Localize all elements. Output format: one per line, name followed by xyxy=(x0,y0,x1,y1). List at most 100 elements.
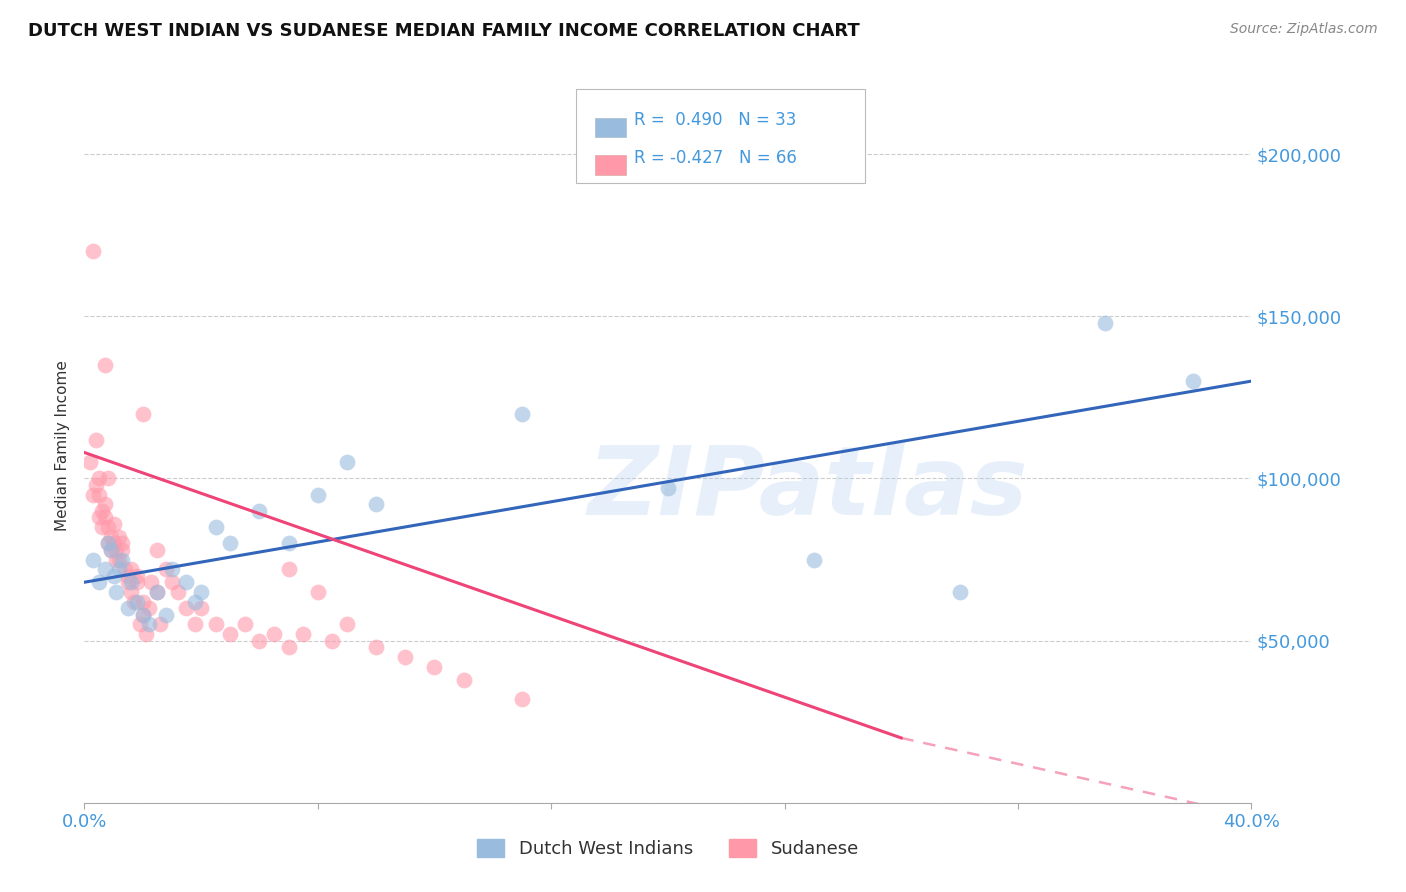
Point xyxy=(125,595,148,609)
Point xyxy=(146,585,169,599)
Point xyxy=(82,488,104,502)
Point xyxy=(394,649,416,664)
Point xyxy=(100,542,122,557)
Point xyxy=(105,585,128,599)
Point xyxy=(111,536,134,550)
Point xyxy=(366,640,388,654)
Point xyxy=(132,595,155,609)
Point xyxy=(657,481,679,495)
Text: ZIPatlas: ZIPatlas xyxy=(588,442,1028,535)
Point xyxy=(128,617,150,632)
Point xyxy=(103,536,125,550)
Point xyxy=(79,455,101,469)
Point xyxy=(249,504,271,518)
Point xyxy=(277,562,299,576)
Point xyxy=(184,595,207,609)
Text: R = -0.427   N = 66: R = -0.427 N = 66 xyxy=(634,149,797,167)
Point xyxy=(97,471,120,485)
Point xyxy=(160,575,183,590)
Y-axis label: Median Family Income: Median Family Income xyxy=(55,360,70,532)
Point xyxy=(122,595,145,609)
Point xyxy=(114,562,136,576)
Point xyxy=(111,542,134,557)
Point xyxy=(249,633,271,648)
Point xyxy=(949,585,972,599)
Point xyxy=(219,627,242,641)
Point xyxy=(155,607,177,622)
Point xyxy=(176,575,198,590)
Point xyxy=(94,497,117,511)
Point xyxy=(125,575,148,590)
Point xyxy=(263,627,285,641)
Point xyxy=(176,601,198,615)
Point xyxy=(1182,374,1205,388)
Point xyxy=(803,552,825,566)
Point xyxy=(277,536,299,550)
Point xyxy=(166,585,188,599)
Point xyxy=(138,617,160,632)
Point xyxy=(87,471,110,485)
Point xyxy=(105,542,128,557)
Point xyxy=(111,552,134,566)
Point xyxy=(84,478,107,492)
Point xyxy=(120,585,142,599)
Point xyxy=(510,407,533,421)
Point xyxy=(105,552,128,566)
Point xyxy=(233,617,256,632)
Point xyxy=(155,562,177,576)
Point xyxy=(82,244,104,259)
Point xyxy=(336,617,359,632)
Point xyxy=(87,488,110,502)
Point xyxy=(132,607,155,622)
Point xyxy=(510,692,533,706)
Point xyxy=(117,568,139,582)
Point xyxy=(117,601,139,615)
Point xyxy=(132,407,155,421)
Point xyxy=(184,617,207,632)
Point xyxy=(219,536,242,550)
Point xyxy=(132,607,155,622)
Text: DUTCH WEST INDIAN VS SUDANESE MEDIAN FAMILY INCOME CORRELATION CHART: DUTCH WEST INDIAN VS SUDANESE MEDIAN FAM… xyxy=(28,22,860,40)
Point xyxy=(336,455,359,469)
Point xyxy=(146,542,169,557)
Point xyxy=(307,488,329,502)
Point xyxy=(453,673,475,687)
Point xyxy=(190,601,212,615)
Point xyxy=(366,497,388,511)
Legend: Dutch West Indians, Sudanese: Dutch West Indians, Sudanese xyxy=(470,831,866,865)
Point xyxy=(125,568,148,582)
Point xyxy=(141,575,163,590)
Point xyxy=(108,552,131,566)
Point xyxy=(103,516,125,531)
Point xyxy=(160,562,183,576)
Point xyxy=(90,520,112,534)
Point xyxy=(97,536,120,550)
Point xyxy=(321,633,343,648)
Point xyxy=(94,358,117,372)
Point xyxy=(120,575,142,590)
Point xyxy=(97,536,120,550)
Point xyxy=(100,530,122,544)
Point xyxy=(135,627,157,641)
Point xyxy=(94,562,117,576)
Point xyxy=(204,617,226,632)
Point xyxy=(90,504,112,518)
Point xyxy=(277,640,299,654)
Point xyxy=(108,530,131,544)
Point xyxy=(149,617,172,632)
Point xyxy=(103,568,125,582)
Point xyxy=(82,552,104,566)
Point xyxy=(117,575,139,590)
Text: Source: ZipAtlas.com: Source: ZipAtlas.com xyxy=(1230,22,1378,37)
Point xyxy=(146,585,169,599)
Point xyxy=(190,585,212,599)
Point xyxy=(94,510,117,524)
Point xyxy=(138,601,160,615)
Point xyxy=(292,627,315,641)
Point xyxy=(87,575,110,590)
Text: R =  0.490   N = 33: R = 0.490 N = 33 xyxy=(634,112,796,129)
Point xyxy=(204,520,226,534)
Point xyxy=(84,433,107,447)
Point xyxy=(423,659,446,673)
Point xyxy=(108,562,131,576)
